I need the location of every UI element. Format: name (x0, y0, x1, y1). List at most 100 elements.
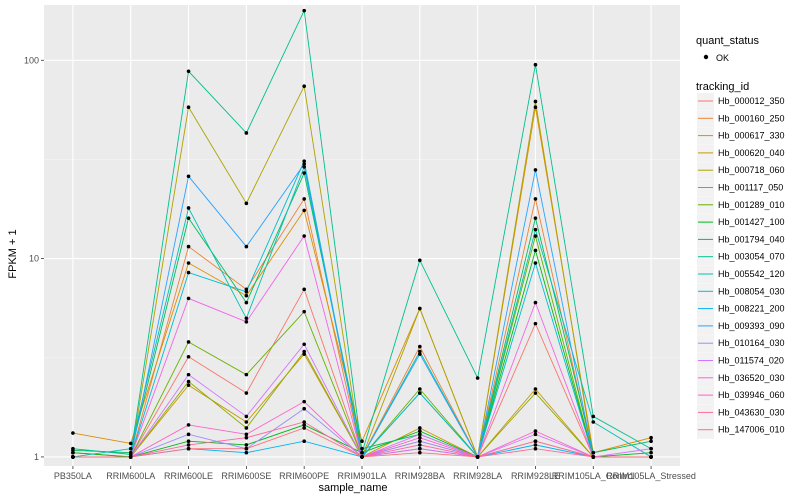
data-point (302, 165, 306, 169)
x-axis-title: sample_name (318, 482, 387, 494)
legend-label: Hb_001794_040 (718, 234, 785, 244)
data-point (591, 420, 596, 424)
data-point (649, 435, 653, 440)
data-point (533, 432, 538, 437)
data-point (533, 168, 538, 172)
data-point (244, 443, 249, 447)
y-axis: 1 10 100 (24, 55, 44, 462)
legend-label: Hb_011574_020 (718, 356, 784, 366)
data-point (244, 244, 249, 249)
data-point (302, 423, 306, 427)
data-point (591, 455, 596, 459)
legend-label: Hb_147006_010 (718, 425, 785, 435)
data-point (186, 354, 191, 359)
x-tick-label: PB350LA (54, 471, 92, 481)
data-point (186, 423, 191, 427)
x-tick-label: RRIM901LA (337, 471, 386, 481)
data-point (533, 227, 538, 232)
x-tick-label: RRIM928BA (395, 471, 445, 481)
data-point (649, 439, 653, 444)
data-point (244, 372, 249, 377)
data-point (244, 414, 249, 419)
legend-label: Hb_010164_030 (718, 338, 785, 348)
data-point (244, 426, 249, 430)
data-point (649, 455, 653, 459)
data-point (186, 296, 191, 301)
data-point (418, 446, 422, 451)
color-legend-items: Hb_000012_350 Hb_000160_250 Hb_000617_330 H… (697, 93, 785, 439)
data-point (475, 376, 480, 380)
data-point (186, 383, 191, 387)
data-point (128, 455, 133, 459)
data-point (244, 432, 249, 437)
data-point (244, 293, 249, 298)
data-point (418, 349, 422, 354)
data-point (418, 443, 422, 447)
x-tick-label: RRIM600LA (106, 471, 155, 481)
legend-label: Hb_001117_050 (718, 183, 783, 193)
legend-label: Hb_000617_330 (718, 131, 785, 141)
color-legend-title: tracking_id (696, 81, 749, 93)
data-point (71, 446, 75, 451)
data-point (302, 342, 306, 347)
data-point (244, 316, 249, 321)
legend-label: Hb_005542_120 (718, 269, 785, 279)
legend-label: Hb_000160_250 (718, 113, 785, 123)
data-point (186, 372, 191, 377)
data-point (418, 387, 422, 391)
data-point (591, 450, 596, 455)
data-point (302, 349, 306, 354)
data-point (244, 287, 249, 292)
data-point (302, 84, 306, 89)
data-point (418, 258, 422, 263)
data-point (186, 439, 191, 444)
legend-label: Hb_000718_060 (718, 165, 785, 175)
data-point (418, 426, 422, 430)
shape-legend-items: OK (703, 53, 729, 63)
data-point (533, 261, 538, 265)
data-point (244, 201, 249, 206)
data-point (533, 446, 538, 451)
data-point (186, 69, 191, 74)
data-point (244, 391, 249, 395)
data-point (360, 439, 364, 444)
data-point (186, 216, 191, 220)
data-point (360, 455, 364, 459)
shape-legend-title: quant_status (696, 35, 759, 47)
data-point (186, 340, 191, 344)
data-point (244, 290, 249, 294)
data-point (186, 174, 191, 179)
data-point (186, 206, 191, 210)
data-point (302, 287, 306, 292)
data-point (302, 439, 306, 444)
x-tick-label: RRIM600SE (221, 471, 271, 481)
data-point (533, 216, 538, 220)
legend-label: Hb_003054_070 (718, 252, 785, 262)
data-point (302, 352, 306, 356)
data-point (649, 446, 653, 451)
data-point (302, 171, 306, 175)
data-point (533, 300, 538, 305)
data-point (418, 432, 422, 437)
data-point (533, 321, 538, 326)
data-point (71, 431, 75, 435)
data-point (244, 420, 249, 424)
data-point (591, 414, 596, 419)
data-point (302, 197, 306, 201)
x-tick-label: RRIM928LE (511, 471, 560, 481)
legend-label: Hb_000620_040 (718, 148, 785, 158)
data-point (302, 234, 306, 238)
y-axis-title: FPKM + 1 (7, 229, 19, 278)
data-point (186, 379, 191, 384)
data-point (302, 8, 306, 13)
data-point (186, 105, 191, 110)
legend-label: Hb_008221_200 (718, 304, 785, 314)
legend-label: Hb_039946_060 (718, 390, 785, 400)
data-point (418, 344, 422, 349)
data-point (302, 420, 306, 424)
data-point (244, 450, 249, 455)
x-tick-label: RRIM600PE (279, 471, 329, 481)
shape-legend-label: OK (716, 53, 729, 63)
legend-label: Hb_036520_030 (718, 373, 785, 383)
